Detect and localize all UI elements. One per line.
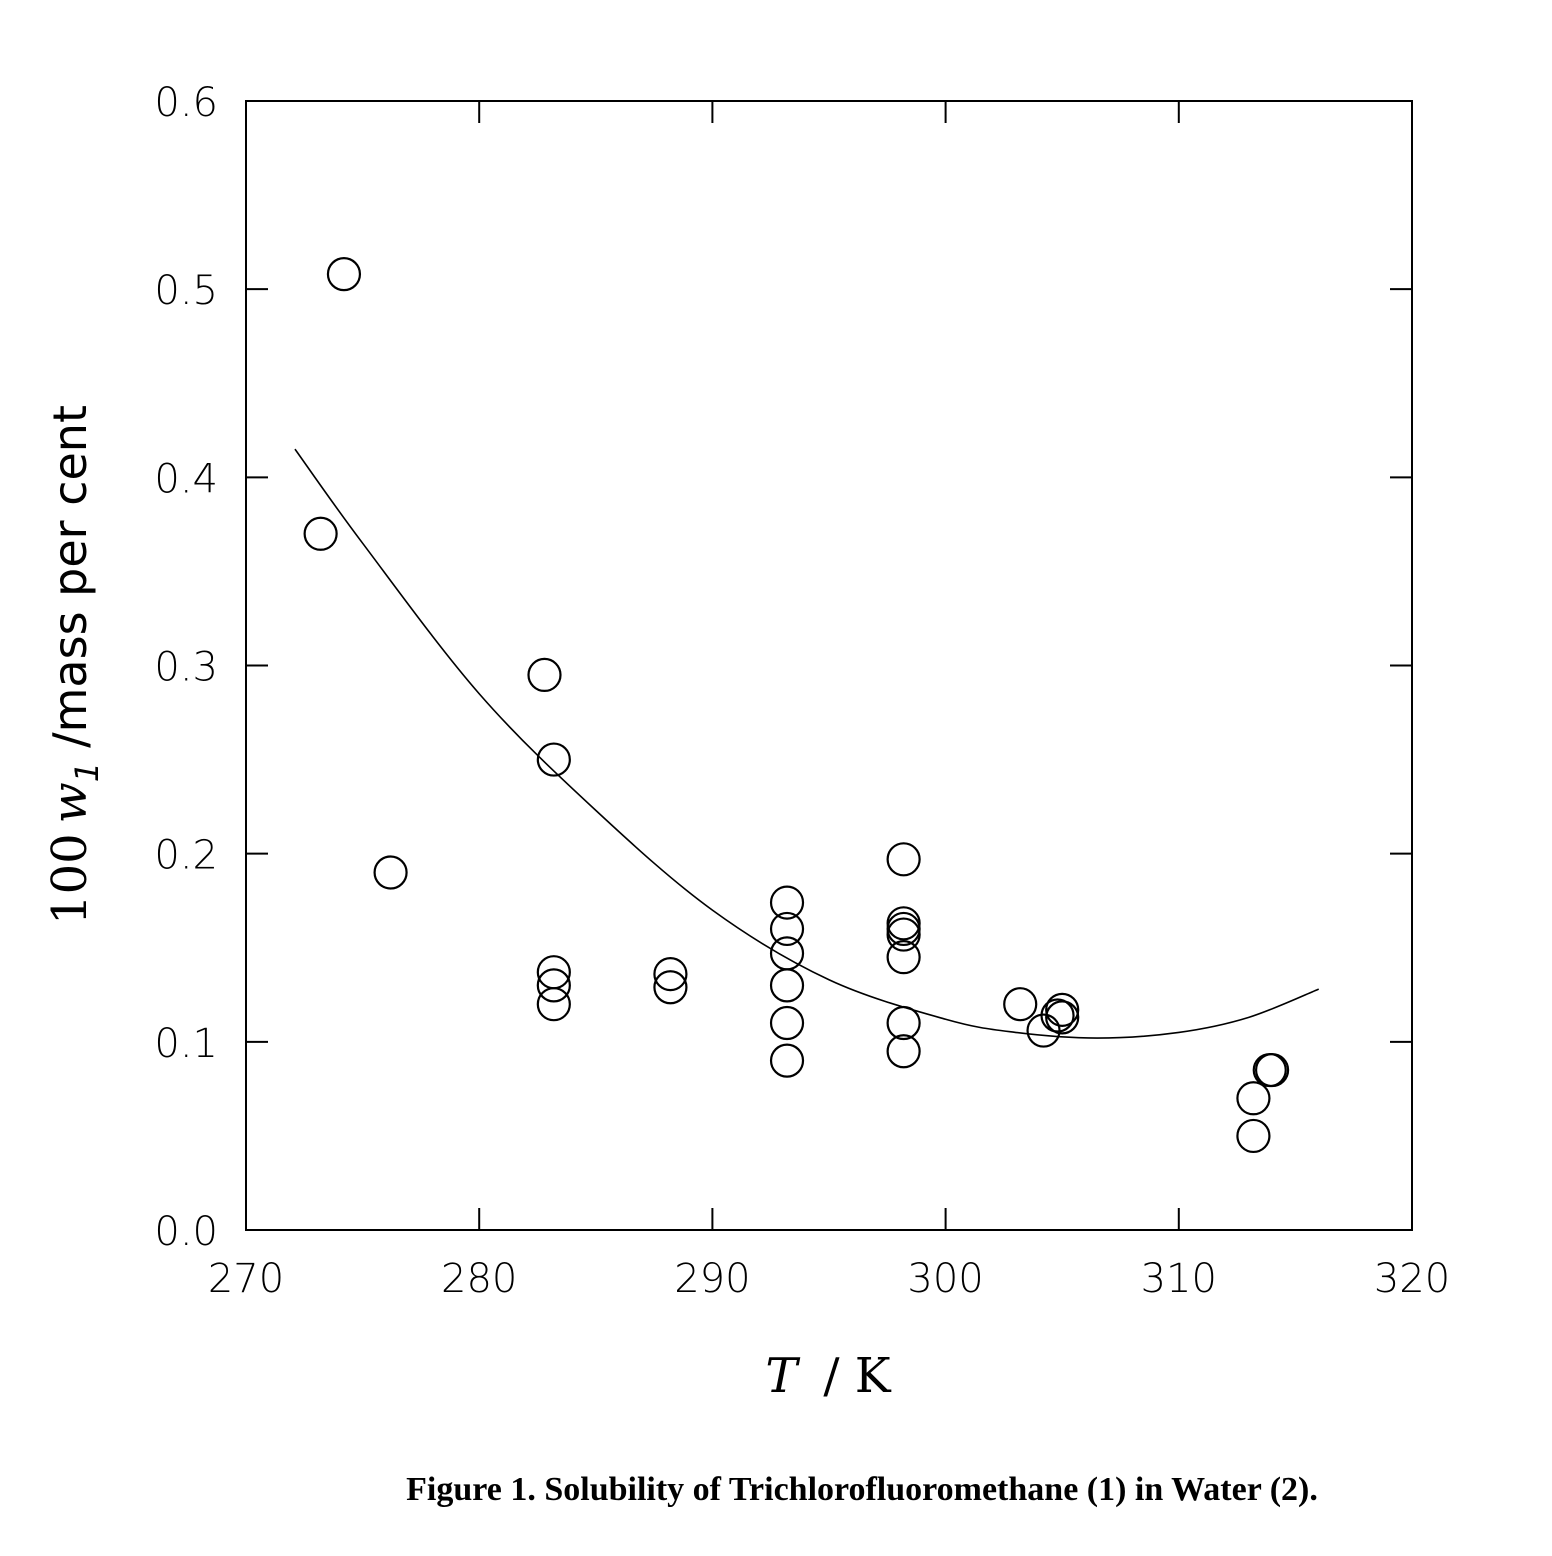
plot-frame <box>245 100 1413 1231</box>
y-axis-subscript: 1 <box>68 762 106 782</box>
y-axis-label: 100 w1/mass per cent <box>42 405 106 925</box>
x-axis-label: T / K <box>765 1348 891 1404</box>
y-tick-label: 0.0 <box>154 1209 218 1255</box>
data-point <box>1252 1052 1287 1088</box>
data-point <box>536 955 571 990</box>
data-point <box>886 1034 921 1069</box>
data-point <box>653 970 688 1005</box>
data-point <box>886 842 921 877</box>
data-point <box>527 657 562 693</box>
x-tick-label: 310 <box>1141 1256 1217 1302</box>
y-tick-label: 0.1 <box>154 1021 218 1067</box>
data-points <box>303 257 1290 1154</box>
data-point <box>886 940 921 975</box>
data-point <box>769 936 805 971</box>
data-point <box>653 956 688 992</box>
y-tick-label: 0.6 <box>154 80 218 126</box>
figure-caption: Figure 1. Solubility of Trichlorofluorom… <box>406 1471 1318 1508</box>
data-point <box>1045 992 1080 1027</box>
data-point <box>1045 1000 1080 1035</box>
x-tick-labels: 270 280 290 300 310 320 <box>208 1256 1450 1302</box>
data-point <box>769 1043 805 1078</box>
data-point <box>886 917 921 952</box>
y-tick-labels: 0.0 0.1 0.2 0.3 0.4 0.5 0.6 <box>154 80 218 1255</box>
x-tick-label: 300 <box>907 1256 983 1302</box>
data-point <box>303 516 338 551</box>
y-axis-unit: /mass per cent <box>43 405 97 748</box>
x-tick-label: 280 <box>441 1256 517 1302</box>
x-tick-label: 320 <box>1374 1256 1450 1302</box>
data-point <box>1040 998 1075 1033</box>
data-point <box>1003 987 1038 1022</box>
y-tick-label: 0.2 <box>154 833 218 879</box>
axis-ticks <box>245 100 1413 1231</box>
data-point <box>886 1005 921 1041</box>
y-axis-prefix: 100 <box>42 833 98 925</box>
y-tick-label: 0.3 <box>154 645 218 691</box>
data-point <box>1236 1118 1271 1154</box>
data-point <box>769 968 805 1003</box>
data-point <box>373 855 408 890</box>
data-point <box>536 742 571 777</box>
data-point <box>536 987 571 1022</box>
fit-curve <box>294 448 1320 1039</box>
data-point <box>769 911 805 947</box>
data-point <box>769 1005 805 1041</box>
data-point <box>769 885 805 920</box>
data-point <box>1236 1081 1271 1116</box>
x-axis-unit: / K <box>823 1348 891 1404</box>
x-tick-label: 270 <box>208 1256 284 1302</box>
x-tick-label: 290 <box>674 1256 750 1302</box>
data-point <box>536 968 571 1003</box>
y-axis-symbol: w <box>42 782 98 823</box>
y-tick-label: 0.4 <box>154 456 218 502</box>
data-point <box>1254 1052 1290 1088</box>
x-axis-symbol: T <box>765 1348 800 1404</box>
data-point <box>326 257 362 292</box>
y-tick-label: 0.5 <box>154 268 218 314</box>
